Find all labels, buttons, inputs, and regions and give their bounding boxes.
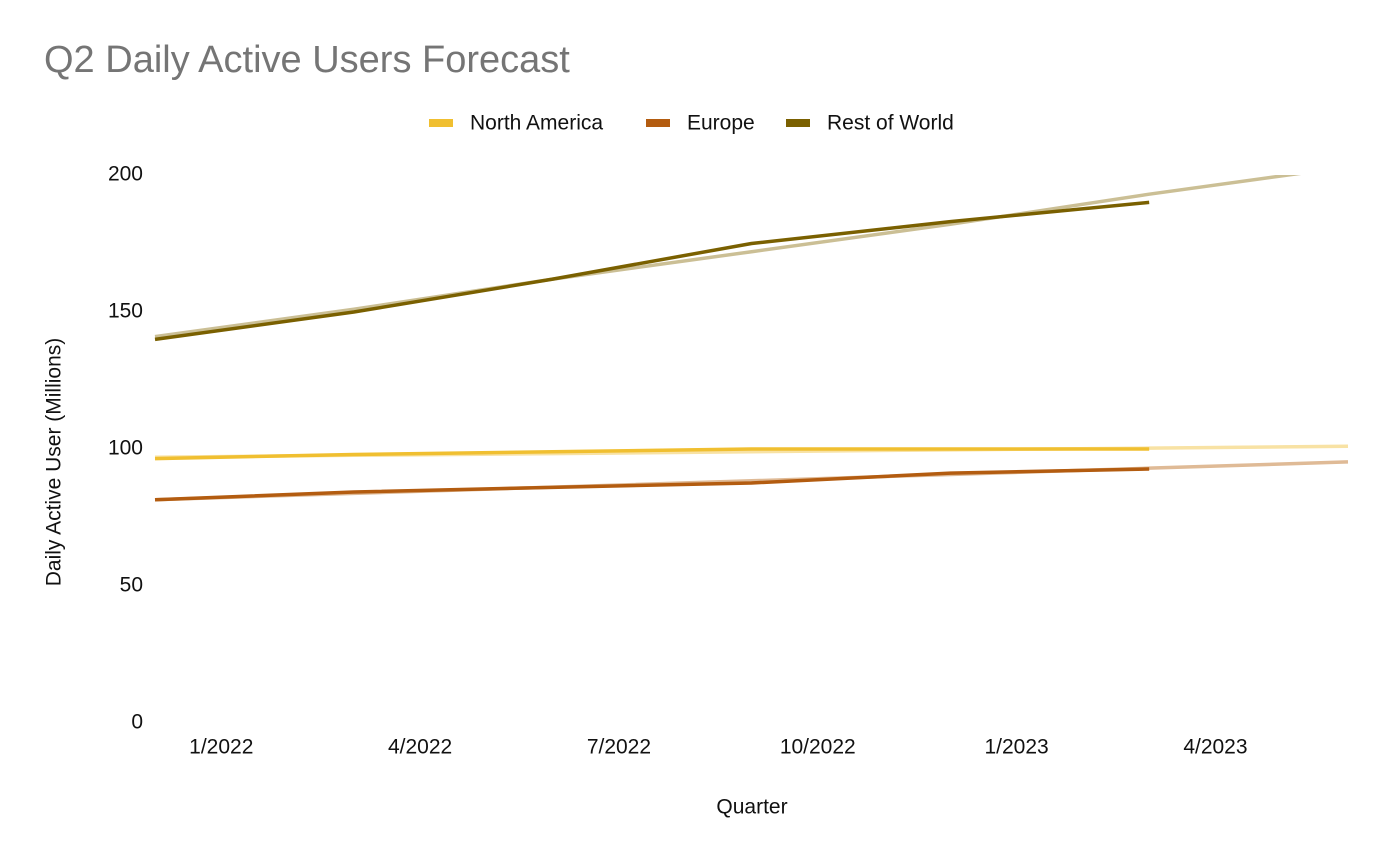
chart-title: Q2 Daily Active Users Forecast — [44, 39, 570, 81]
line — [154, 447, 1150, 461]
y-tick-label: 200 — [108, 163, 143, 186]
y-tick-label: 0 — [131, 711, 143, 734]
x-tick-label: 4/2023 — [1183, 736, 1247, 759]
legend-swatch — [429, 119, 453, 127]
line — [154, 200, 1150, 342]
legend-swatch — [646, 119, 670, 127]
legend-label: North America — [470, 112, 603, 135]
legend-swatch — [786, 119, 810, 127]
x-tick-label: 10/2022 — [780, 736, 856, 759]
line — [154, 467, 1150, 502]
legend-label: Rest of World — [827, 112, 954, 135]
x-tick-label: 4/2022 — [388, 736, 452, 759]
x-axis-title: Quarter — [716, 796, 787, 819]
x-tick-label: 1/2023 — [984, 736, 1048, 759]
plot-area — [154, 175, 1349, 502]
x-tick-label: 7/2022 — [587, 736, 651, 759]
y-axis-title: Daily Active User (Millions) — [43, 338, 66, 587]
legend-label: Europe — [687, 112, 755, 135]
line — [154, 175, 1302, 339]
y-tick-label: 100 — [108, 437, 143, 460]
x-tick-label: 1/2022 — [189, 736, 253, 759]
y-tick-label: 50 — [120, 574, 143, 597]
y-tick-label: 150 — [108, 300, 143, 323]
